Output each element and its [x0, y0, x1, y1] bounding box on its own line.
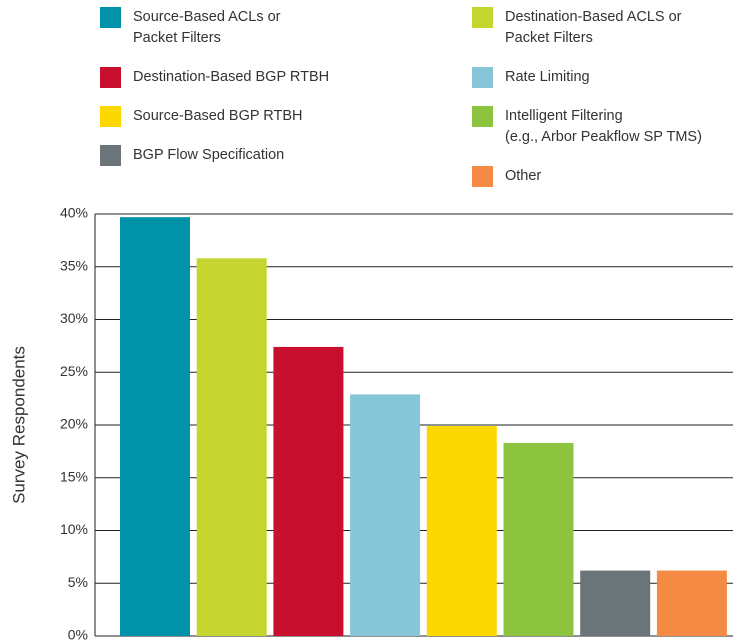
bar — [503, 442, 574, 636]
y-tick-label: 5% — [68, 574, 88, 590]
bar — [120, 217, 190, 637]
bar — [656, 570, 727, 636]
bar — [426, 426, 497, 636]
legend-label: Destination-Based ACLS or Packet Filters — [505, 9, 682, 46]
legend-label: Other — [505, 168, 542, 184]
y-tick-label: 20% — [60, 416, 88, 432]
legend-label: Source-Based ACLs or Packet Filters — [133, 9, 281, 46]
y-tick-label: 30% — [60, 310, 88, 326]
bar — [273, 346, 344, 636]
y-tick-label: 0% — [68, 627, 88, 641]
legend-swatch — [100, 7, 121, 28]
y-tick-label: 15% — [60, 468, 88, 484]
y-axis-title: Survey Respondents — [9, 346, 28, 504]
bar — [196, 258, 267, 636]
legend: Source-Based ACLs or Packet Filters Desti… — [100, 7, 733, 197]
legend-label: Destination-Based BGP RTBH — [133, 69, 330, 85]
bar — [580, 570, 651, 636]
legend-label: Source-Based BGP RTBH — [133, 108, 303, 124]
legend-item: Intelligent Filtering (e.g., Arbor Peakf… — [472, 106, 702, 148]
legend-swatch — [472, 67, 493, 88]
legend-item: BGP Flow Specification — [100, 145, 329, 166]
legend-item: Destination-Based BGP RTBH — [100, 67, 329, 88]
legend-swatch — [100, 106, 121, 127]
y-tick-label: 10% — [60, 521, 88, 537]
legend-label: BGP Flow Specification — [133, 147, 285, 163]
legend-swatch — [100, 145, 121, 166]
bar — [350, 394, 421, 636]
legend-item: Destination-Based ACLS or Packet Filters — [472, 7, 702, 49]
legend-item: Other — [472, 166, 702, 187]
legend-item: Source-Based ACLs or Packet Filters — [100, 7, 329, 49]
legend-item: Rate Limiting — [472, 67, 702, 88]
legend-swatch — [100, 67, 121, 88]
y-tick-label: 40% — [60, 205, 88, 221]
legend-swatch — [472, 166, 493, 187]
legend-column: Destination-Based ACLS or Packet Filters… — [472, 7, 702, 187]
legend-swatch — [472, 7, 493, 28]
legend-swatch — [472, 106, 493, 127]
legend-label: Rate Limiting — [505, 69, 590, 85]
legend-column: Source-Based ACLs or Packet Filters Desti… — [100, 7, 329, 166]
legend-item: Source-Based BGP RTBH — [100, 106, 329, 127]
y-tick-label: 35% — [60, 257, 88, 273]
y-tick-label: 25% — [60, 363, 88, 379]
legend-label: Intelligent Filtering (e.g., Arbor Peakf… — [505, 108, 702, 145]
